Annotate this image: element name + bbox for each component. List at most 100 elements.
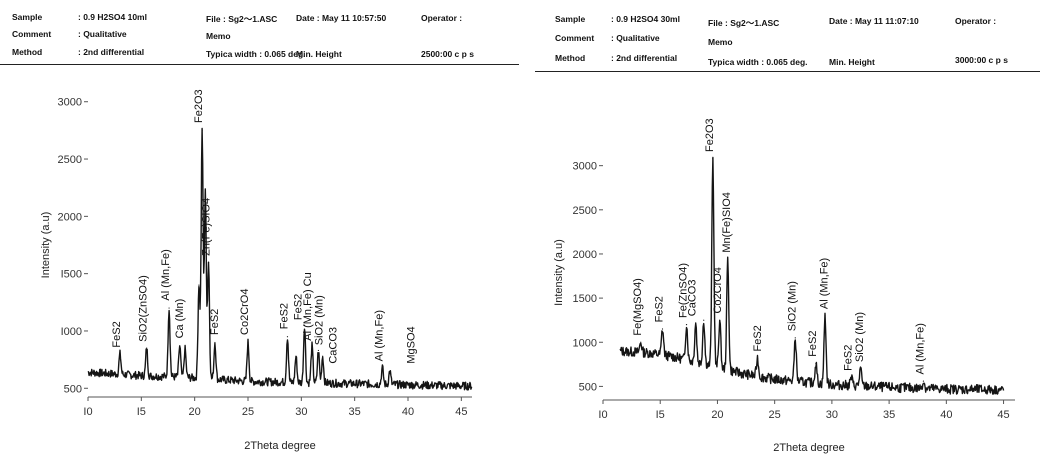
y-tick-label: 500 (64, 383, 82, 395)
peak-point (168, 307, 170, 309)
xrd-panel-left: Sample : 0.9 H2SO4 10ml Comment : Qualit… (0, 0, 520, 456)
header-min-height: Min. Height (829, 57, 875, 67)
peak-annotation: MgSO4 (405, 326, 417, 363)
header-sample-key: Sample (555, 14, 586, 24)
xrd-chart-left: I0 I5 20 25 30 35 40 45 500 I000 I500 2000 2500 3000 2… (40, 89, 473, 452)
y-axis-label: Intensity (a.u) (553, 239, 565, 306)
peak-annotation: Co2CrO4 (239, 289, 251, 335)
header-typica-width: Typica width : 0.065 deg. (708, 57, 808, 67)
x-tick-label: 25 (769, 409, 781, 421)
peak-point (703, 319, 705, 321)
header-method-key: Method (12, 47, 43, 57)
peak-point (850, 376, 852, 379)
header-sample-value: : 0.9 H2SO4 30ml (611, 14, 680, 24)
header-divider (0, 64, 519, 65)
header-comment-value: : Qualitative (611, 33, 660, 43)
header-operator: Operator : (421, 13, 463, 23)
y-tick-label: 500 (579, 381, 597, 393)
peak-point (201, 129, 203, 131)
xrd-panel-right: Sample : 0.9 H2SO4 30ml Comment : Qualit… (535, 0, 1047, 456)
peak-point (685, 323, 688, 326)
peak-annotation: CaCO3 (687, 279, 699, 316)
peak-point (146, 347, 148, 349)
header-file: File : Sg2～1.ASC (206, 14, 278, 24)
xrd-chart-right: I0 I5 20 25 30 35 40 45 500 1000 1500 2000 2500 3000 2… (553, 118, 1015, 454)
peak-point (303, 324, 306, 326)
header-method-key: Method (555, 53, 586, 63)
header-divider (535, 71, 1040, 72)
y-tick-label: I000 (61, 326, 82, 338)
peak-annotation: Ca (Mn) (174, 299, 186, 339)
x-tick-label: 30 (295, 406, 307, 418)
peak-point (922, 380, 925, 382)
header-file: File : Sg2～1.ASC (708, 18, 780, 28)
peak-annotation: FeS2 (842, 345, 854, 371)
y-tick-label: 1500 (573, 293, 597, 305)
x-tick-label: 20 (189, 406, 201, 418)
y-tick-label: 3000 (58, 97, 82, 109)
peak-point (286, 336, 289, 338)
header-date: Date : May 11 11:07:10 (829, 16, 919, 26)
peak-annotation: FeS2 (807, 331, 819, 357)
header-cps: 3000:00 c p s (955, 55, 1008, 65)
y-tick-label: 1000 (573, 337, 597, 349)
peak-point (859, 368, 862, 370)
peak-point (719, 319, 721, 321)
header-comment-value: : Qualitative (78, 29, 127, 39)
peak-point (756, 357, 759, 359)
header-date: Date : May 11 10:57:50 (296, 13, 387, 23)
diffraction-trace (87, 127, 473, 391)
header-cps: 2500:00 c p s (421, 49, 474, 59)
header-comment-key: Comment (555, 33, 595, 43)
peak-annotation: Fe2O3 (704, 118, 716, 152)
peak-annotation: Mn(Fe)SIO4 (721, 192, 733, 253)
peak-point (815, 362, 817, 365)
peak-annotation: Al (Mn,Fe) Cu (302, 272, 314, 340)
x-tick-label: I5 (137, 406, 146, 418)
peak-point (184, 348, 186, 350)
x-tick-label: 45 (997, 409, 1009, 421)
peak-point (295, 355, 297, 357)
peak-point (317, 349, 319, 352)
peak-point (311, 345, 313, 347)
peak-annotation: FeS2 (111, 321, 123, 347)
peak-annotation: Zn(Fe)SIO4 (201, 198, 213, 256)
peak-point (712, 157, 714, 160)
peak-annotation: FeS2 (278, 303, 290, 329)
peak-point (204, 192, 206, 195)
x-tick-label: I0 (83, 406, 92, 418)
x-tick-label: I0 (598, 409, 607, 421)
header-typica-width: Typica width : 0.065 deg. (206, 49, 306, 59)
y-tick-label: 3000 (573, 161, 597, 173)
header-min-height: Min. Height (296, 49, 342, 59)
x-axis-label: 2Theta degree (773, 442, 845, 454)
peak-annotation: Al (Mn,Fe) (818, 258, 830, 309)
header-method-value: : 2nd differential (611, 53, 678, 63)
x-tick-label: 35 (883, 409, 895, 421)
peak-annotation: SiO2(ZnSO4) (138, 275, 150, 342)
x-tick-label: I5 (656, 409, 665, 421)
x-tick-label: 40 (402, 406, 414, 418)
peak-point (794, 337, 796, 339)
peak-annotation: Al (Mn,Fe) (373, 310, 385, 361)
header-sample-key: Sample (12, 12, 43, 22)
diffraction-trace (619, 156, 1005, 395)
header-memo: Memo (708, 37, 733, 47)
y-tick-label: I500 (61, 269, 82, 281)
peak-annotation: CaCO3 (328, 327, 340, 364)
peak-point (198, 284, 200, 286)
peak-point (661, 328, 664, 330)
x-tick-label: 40 (940, 409, 952, 421)
peak-annotation: FeS2 (209, 309, 221, 335)
x-tick-label: 45 (455, 406, 467, 418)
x-tick-label: 30 (826, 409, 838, 421)
y-tick-label: 2500 (573, 205, 597, 217)
x-tick-label: 35 (349, 406, 361, 418)
peak-annotation: FeS2 (654, 296, 666, 322)
y-axis-label: Intensity (a.u) (40, 212, 52, 279)
header-operator: Operator : (955, 16, 997, 26)
peak-annotation: Fe(ZnSO4) (678, 263, 690, 318)
peak-point (214, 341, 216, 344)
x-tick-label: 20 (711, 409, 723, 421)
header-sample-value: : 0.9 H2SO4 10ml (78, 12, 147, 22)
